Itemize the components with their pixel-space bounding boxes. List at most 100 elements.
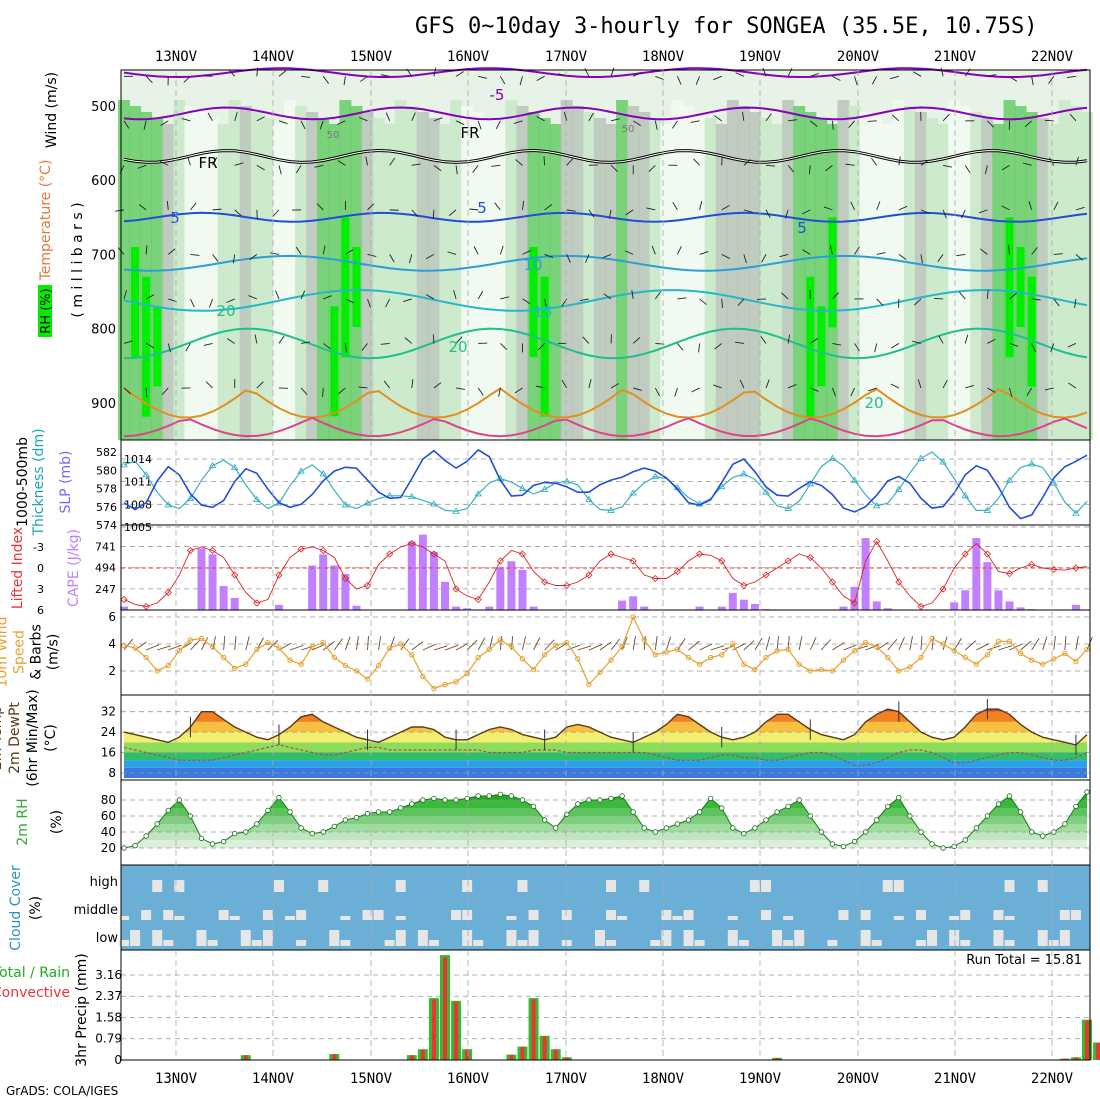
- rh-band: [715, 124, 728, 440]
- cloud-block: [373, 910, 384, 920]
- rh-band-saturated: [330, 306, 339, 417]
- precip-tick-label: 1.58: [95, 1010, 122, 1024]
- wind-barb: [422, 643, 436, 651]
- wind-barb: [477, 120, 482, 130]
- cloud-block: [882, 880, 893, 892]
- wind-barb: [920, 159, 929, 166]
- cloud-block: [915, 940, 926, 946]
- rh-band: [124, 808, 1087, 816]
- wind-barb: [566, 209, 576, 212]
- wind-barb: [300, 387, 308, 395]
- wind-barb: [624, 250, 634, 255]
- thickness-marker: [142, 470, 150, 478]
- cloud-block: [163, 910, 174, 920]
- wind-barb: [337, 160, 346, 166]
- cape-bar: [950, 602, 959, 610]
- wind-speed-marker: [564, 639, 570, 646]
- rh-band: [793, 106, 806, 440]
- wind-barb: [742, 111, 745, 121]
- cape-tick-label: 494: [95, 562, 116, 575]
- rh-band: [124, 840, 1087, 848]
- wind-barb: [787, 165, 795, 173]
- wind-speed-marker: [143, 654, 149, 661]
- wind-barb: [433, 67, 437, 77]
- cape-tick-label: 247: [95, 583, 116, 596]
- rh-band: [272, 124, 285, 440]
- rh-marker: [398, 805, 404, 811]
- wind-barb: [843, 644, 857, 651]
- rh-marker: [564, 811, 570, 818]
- wind-barb: [854, 76, 858, 86]
- slp-line: [123, 448, 1088, 520]
- cloud-block: [285, 916, 296, 920]
- wind-speed-marker: [243, 661, 249, 667]
- wind-barb: [1069, 113, 1077, 122]
- cloud-block: [672, 916, 683, 920]
- rh-marker: [154, 821, 160, 827]
- wind-speed-marker: [608, 657, 614, 663]
- cloud-block: [871, 940, 882, 946]
- thickness-tick-label: 580: [96, 464, 117, 477]
- rh-band: [892, 100, 905, 440]
- precip-total-label: Total / Rain: [0, 965, 70, 981]
- cloud-cover-panel: high middle low Cloud Cover (%): [8, 864, 1091, 951]
- wind-barb: [145, 76, 153, 84]
- rh-band: [881, 124, 894, 440]
- convective-bar: [420, 1049, 425, 1060]
- wind-speed-marker: [1062, 650, 1068, 657]
- precip-tick-label: 0: [114, 1053, 122, 1067]
- wind-barb: [832, 75, 841, 81]
- thickness-marker: [740, 470, 748, 477]
- rh-marker: [209, 841, 216, 847]
- rh-marker: [409, 801, 415, 807]
- thickness-axis-label-1: Thickness (dm): [31, 428, 47, 536]
- cape-bar: [230, 598, 239, 610]
- wind-barb: [913, 71, 922, 77]
- rh-marker: [132, 842, 138, 849]
- rh-marker: [940, 845, 946, 851]
- wind-barb: [920, 636, 923, 651]
- thickness-marker: [407, 492, 416, 500]
- wind-speed-marker: [829, 668, 836, 674]
- li-marker: [297, 545, 305, 553]
- cape-bar: [961, 590, 970, 610]
- wind-barb: [760, 335, 767, 344]
- wind-barb: [234, 162, 244, 166]
- contour-label: FR: [198, 154, 217, 172]
- cloud-block: [561, 940, 572, 946]
- wind-barb: [588, 644, 602, 651]
- rh-band: [771, 124, 784, 440]
- li-marker: [784, 557, 792, 565]
- rh-marker: [231, 830, 238, 837]
- cloud-block: [915, 910, 926, 920]
- wind-speed-marker: [818, 666, 825, 673]
- thickness-marker: [1027, 459, 1036, 467]
- bottom-date-label: 13NOV: [155, 1071, 198, 1087]
- cloud-block: [694, 940, 705, 946]
- rh-marker: [973, 825, 980, 831]
- isotherm-25: [123, 387, 1088, 419]
- cloud-block: [1004, 880, 1015, 892]
- convective-bar: [1085, 1020, 1089, 1060]
- rh-marker: [918, 829, 924, 835]
- rh-band: [306, 112, 319, 440]
- cape-bar: [507, 561, 516, 610]
- wind-tick-label: 4: [108, 637, 116, 651]
- wind-barb: [876, 252, 886, 255]
- thickness-marker: [319, 470, 328, 477]
- cloud-block: [1070, 910, 1081, 920]
- rh-marker: [885, 803, 891, 810]
- wind-barb: [912, 340, 922, 344]
- contour-label: 5: [477, 199, 487, 217]
- rh-marker: [464, 795, 470, 802]
- rh-marker: [176, 797, 183, 803]
- rh-band: [815, 118, 828, 440]
- wind-barb: [734, 341, 744, 344]
- wind-barb: [400, 638, 410, 651]
- wind-barb: [821, 639, 831, 651]
- wind-barb: [425, 294, 435, 300]
- rh-marker: [530, 803, 537, 810]
- cape-bar: [496, 567, 505, 610]
- cloud-block: [639, 880, 650, 892]
- rh-band-saturated: [142, 276, 151, 417]
